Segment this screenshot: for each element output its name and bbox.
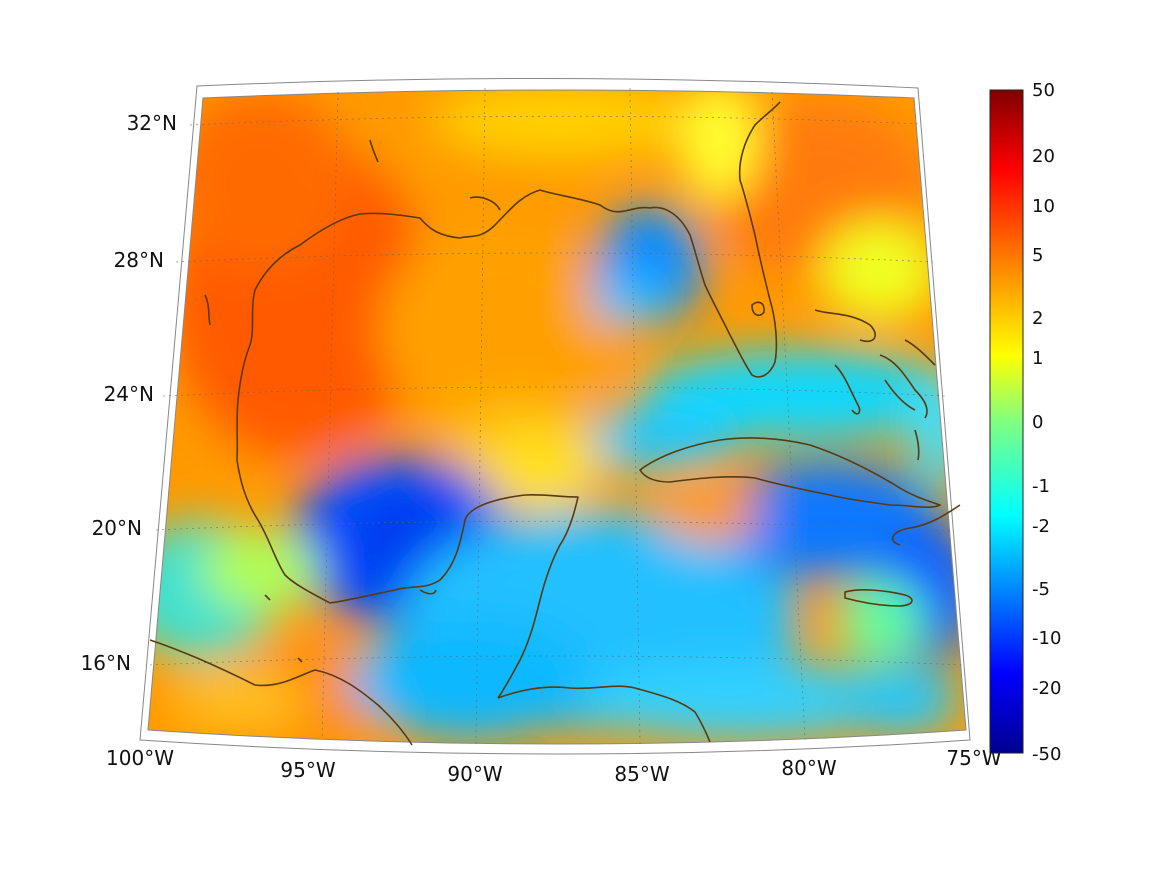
lon-label-100w: 100°W	[106, 746, 174, 770]
colorbar-label: 5	[1032, 245, 1043, 266]
map-frame	[147, 89, 967, 745]
colorbar-label: -20	[1032, 678, 1061, 699]
lon-label-90w: 90°W	[447, 762, 502, 786]
coastlines	[149, 101, 961, 746]
colorbar-labels: 50 20 10 5 2 1 0 -1 -2 -5 -10 -20 -50	[1032, 80, 1061, 765]
lat-label-28n: 28°N	[114, 248, 164, 272]
map-frame-outer	[139, 77, 971, 755]
colorbar-gradient	[989, 89, 1024, 754]
colorbar-label: -2	[1032, 516, 1050, 537]
colorbar-label: 10	[1032, 196, 1055, 217]
colorbar-label: 1	[1032, 348, 1043, 369]
data-field	[148, 90, 966, 744]
lat-label-16n: 16°N	[81, 651, 131, 675]
longitude-labels: 100°W 95°W 90°W 85°W 80°W 75°W	[106, 746, 1002, 786]
colorbar-label: -5	[1032, 579, 1050, 600]
colorbar-label: -1	[1032, 476, 1050, 497]
colorbar-label: -10	[1032, 628, 1061, 649]
latitude-labels: 32°N 28°N 24°N 20°N 16°N	[81, 111, 177, 675]
lon-label-95w: 95°W	[280, 758, 335, 782]
colorbar-label: 20	[1032, 146, 1055, 167]
lat-label-32n: 32°N	[127, 111, 177, 135]
lon-label-80w: 80°W	[781, 756, 836, 780]
colorbar: 50 20 10 5 2 1 0 -1 -2 -5 -10 -20 -50	[989, 80, 1061, 765]
lon-label-85w: 85°W	[614, 762, 669, 786]
lat-label-24n: 24°N	[104, 382, 154, 406]
colorbar-label: 0	[1032, 412, 1043, 433]
colorbar-label: -50	[1032, 744, 1061, 765]
colorbar-label: 2	[1032, 308, 1043, 329]
colorbar-label: 50	[1032, 80, 1055, 101]
lat-label-20n: 20°N	[92, 516, 142, 540]
